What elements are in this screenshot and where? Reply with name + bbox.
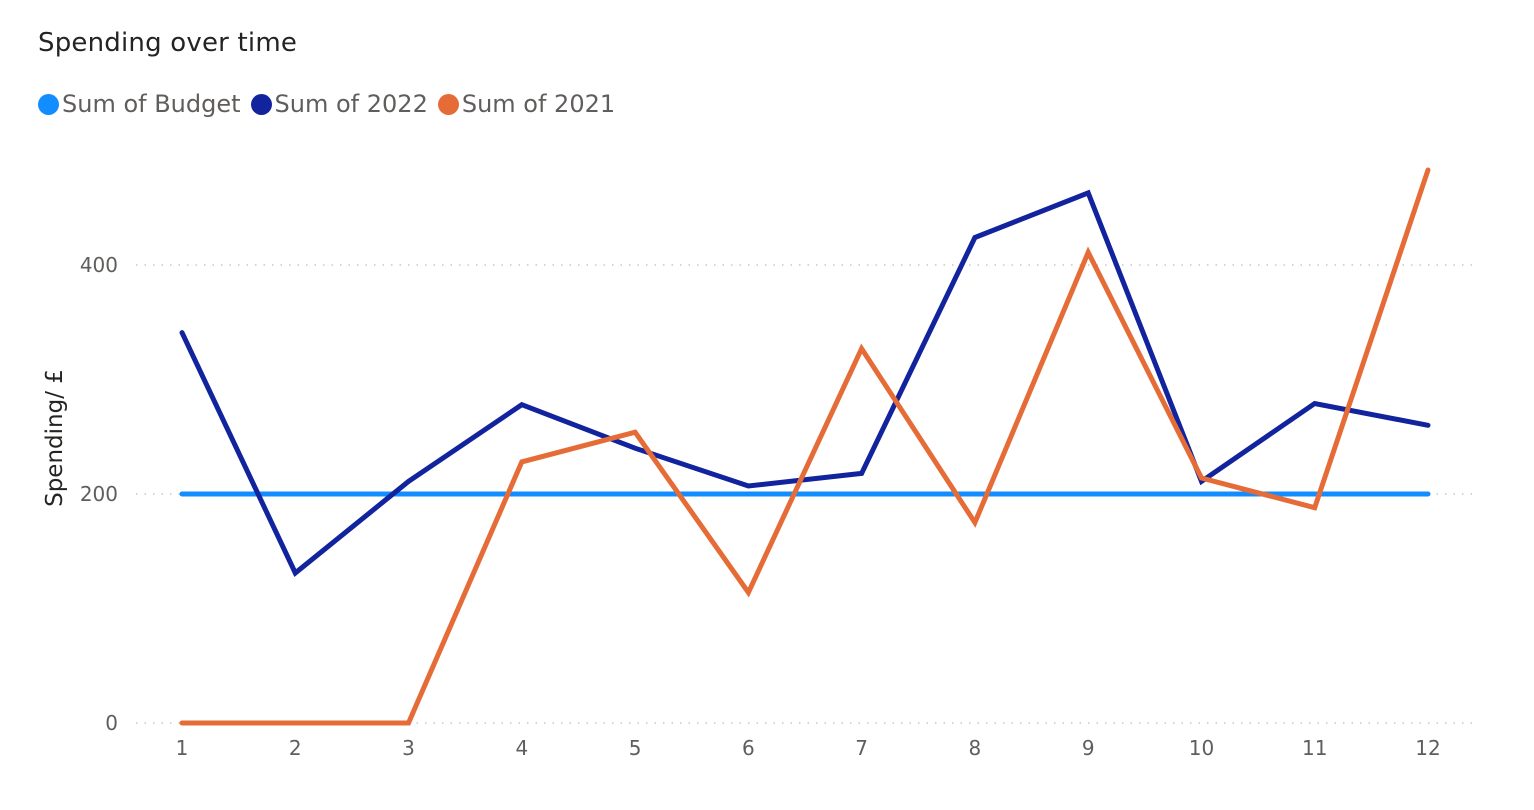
data-point-sum-of-2021[interactable]	[742, 586, 754, 598]
x-tick-label: 12	[1415, 736, 1440, 760]
chart-title: Spending over time	[38, 28, 298, 58]
data-point-sum-of-budget[interactable]	[1422, 488, 1434, 500]
data-point-sum-of-2021[interactable]	[176, 717, 188, 729]
series-lines	[176, 164, 1434, 729]
y-axis-title: Spending/ £	[42, 369, 68, 507]
data-point-sum-of-budget[interactable]	[403, 488, 415, 500]
data-point-sum-of-2021[interactable]	[856, 343, 868, 355]
data-point-sum-of-2021[interactable]	[516, 456, 528, 468]
y-tick-label: 400	[80, 253, 118, 277]
series-line-sum-of-2021[interactable]	[179, 167, 1431, 726]
x-tick-label: 9	[1082, 736, 1095, 760]
data-point-sum-of-budget[interactable]	[516, 488, 528, 500]
x-tick-label: 1	[176, 736, 189, 760]
x-axis-ticks: 1 2 3 4 5 6 7 8 9 10 11 12	[176, 736, 1441, 760]
data-point-sum-of-2021[interactable]	[969, 517, 981, 529]
x-tick-label: 8	[969, 736, 982, 760]
data-point-sum-of-2021[interactable]	[629, 426, 641, 438]
data-point-sum-of-2022[interactable]	[1082, 187, 1094, 199]
x-tick-label: 3	[402, 736, 415, 760]
data-point-sum-of-2022[interactable]	[856, 467, 868, 479]
data-point-sum-of-2022[interactable]	[629, 442, 641, 454]
data-point-sum-of-budget[interactable]	[856, 488, 868, 500]
data-point-sum-of-2021[interactable]	[1309, 502, 1321, 514]
data-point-sum-of-budget[interactable]	[289, 488, 301, 500]
chart-legend: Sum of Budget Sum of 2022 Sum of 2021	[38, 90, 625, 118]
legend-item-budget[interactable]: Sum of Budget	[38, 90, 241, 118]
x-tick-label: 11	[1302, 736, 1327, 760]
data-point-sum-of-2021[interactable]	[1082, 246, 1094, 258]
data-point-sum-of-2022[interactable]	[969, 232, 981, 244]
y-tick-label: 0	[105, 711, 118, 735]
x-tick-label: 7	[855, 736, 868, 760]
x-tick-label: 2	[289, 736, 302, 760]
legend-label-2021: Sum of 2021	[461, 90, 616, 118]
data-point-sum-of-budget[interactable]	[176, 488, 188, 500]
data-point-sum-of-2022[interactable]	[1422, 419, 1434, 431]
data-point-sum-of-2021[interactable]	[403, 717, 415, 729]
x-tick-label: 5	[629, 736, 642, 760]
data-point-sum-of-budget[interactable]	[629, 488, 641, 500]
data-point-sum-of-2022[interactable]	[403, 475, 415, 487]
x-tick-label: 4	[515, 736, 528, 760]
legend-marker-budget	[38, 93, 59, 115]
legend-item-2021[interactable]: Sum of 2021	[437, 90, 616, 118]
data-point-sum-of-2022[interactable]	[516, 399, 528, 411]
legend-marker-2022	[250, 93, 272, 115]
data-point-sum-of-2022[interactable]	[1309, 398, 1321, 410]
data-point-sum-of-2021[interactable]	[1422, 164, 1434, 176]
data-point-sum-of-2021[interactable]	[289, 717, 301, 729]
series-line-sum-of-2022[interactable]	[179, 189, 1431, 577]
data-point-sum-of-2021[interactable]	[1195, 472, 1207, 484]
data-point-sum-of-2022[interactable]	[289, 567, 301, 579]
data-point-sum-of-budget[interactable]	[1195, 488, 1207, 500]
data-point-sum-of-budget[interactable]	[1082, 488, 1094, 500]
data-point-sum-of-2022[interactable]	[742, 480, 754, 492]
x-tick-label: 10	[1189, 736, 1214, 760]
y-axis-ticks: 0 200 400	[80, 253, 118, 735]
data-point-sum-of-2022[interactable]	[176, 327, 188, 339]
legend-item-2022[interactable]: Sum of 2022	[250, 90, 428, 118]
legend-label-budget: Sum of Budget	[62, 90, 241, 118]
legend-marker-2021	[437, 93, 459, 115]
legend-label-2022: Sum of 2022	[274, 90, 428, 118]
x-tick-label: 6	[742, 736, 755, 760]
data-point-sum-of-budget[interactable]	[969, 488, 981, 500]
y-tick-label: 200	[80, 482, 118, 506]
